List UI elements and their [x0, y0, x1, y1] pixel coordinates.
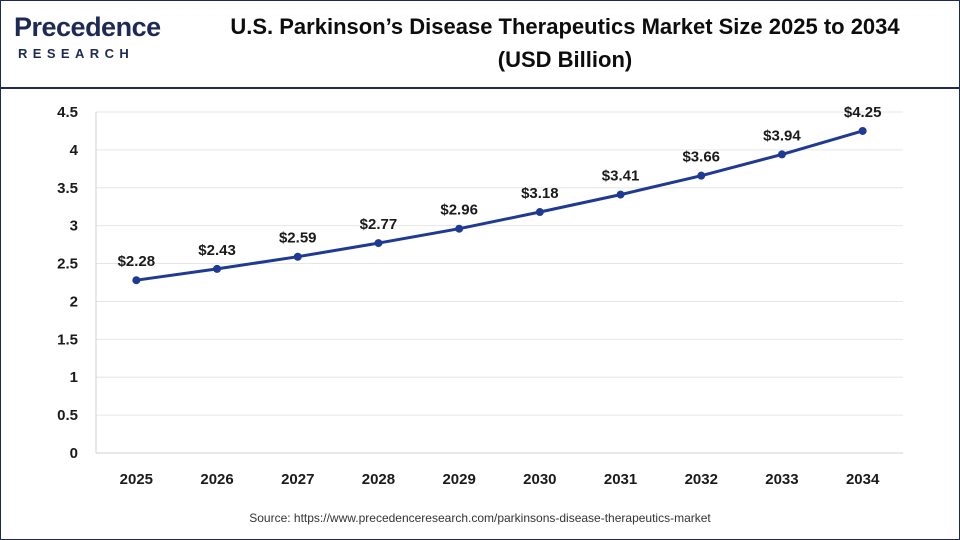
data-point — [374, 239, 383, 248]
x-tick-label: 2031 — [604, 471, 637, 488]
y-tick-labels: 0 0.5 1 1.5 2 2.5 3 3.5 4 4.5 — [57, 104, 79, 462]
data-point — [132, 276, 141, 285]
data-point — [697, 171, 706, 180]
brand-name-top: Precedence — [14, 12, 161, 42]
x-tick-label: 2026 — [200, 471, 233, 488]
x-tick-labels: 2025 2026 2027 2028 2029 2030 2031 2032 2033 2034 — [120, 471, 880, 488]
y-tick-label: 2.5 — [57, 256, 78, 273]
brand-name-bottom: RESEARCH — [18, 46, 135, 61]
y-tick-label: 1.5 — [57, 331, 78, 348]
y-tick-label: 0.5 — [57, 407, 78, 424]
y-tick-label: 3 — [70, 218, 78, 235]
source-note: Source: https://www.precedenceresearch.c… — [249, 511, 711, 525]
data-label: $3.41 — [602, 168, 640, 185]
y-tick-label: 0 — [70, 445, 78, 462]
data-point — [616, 190, 625, 199]
data-label: $3.94 — [763, 127, 801, 144]
x-tick-label: 2033 — [765, 471, 798, 488]
series-line — [136, 129, 864, 282]
x-tick-label: 2025 — [120, 471, 153, 488]
brand-logo: Precedence RESEARCH — [14, 12, 164, 72]
data-label: $2.59 — [279, 230, 317, 247]
data-point — [858, 126, 867, 135]
gridlines — [96, 111, 903, 416]
data-point — [213, 264, 222, 273]
data-point — [293, 252, 302, 261]
chart-title-line-2: (USD Billion) — [497, 47, 633, 72]
data-label: $3.18 — [521, 185, 559, 202]
series-line-path — [136, 129, 864, 282]
y-tick-label: 4.5 — [57, 104, 78, 121]
data-point — [455, 224, 464, 233]
x-tick-label: 2030 — [523, 471, 556, 488]
chart-title: U.S. Parkinson’s Disease Therapeutics Ma… — [180, 10, 950, 76]
x-tick-label: 2032 — [685, 471, 718, 488]
data-points — [132, 126, 867, 285]
chart-title-line-1: U.S. Parkinson’s Disease Therapeutics Ma… — [230, 14, 900, 39]
y-tick-label: 1 — [70, 369, 78, 386]
y-tick-label: 2 — [70, 293, 78, 310]
data-label: $2.28 — [118, 253, 156, 270]
x-tick-label: 2027 — [281, 471, 314, 488]
data-label: $2.77 — [360, 216, 398, 233]
x-tick-label: 2029 — [442, 471, 475, 488]
data-point — [777, 150, 786, 159]
data-label: $2.96 — [440, 202, 478, 219]
y-tick-label: 3.5 — [57, 180, 78, 197]
x-tick-label: 2028 — [362, 471, 395, 488]
x-tick-label: 2034 — [846, 471, 880, 488]
axes — [95, 112, 903, 454]
y-tick-label: 4 — [70, 142, 79, 159]
data-label: $2.43 — [198, 242, 236, 259]
data-labels: $2.28 $2.43 $2.59 $2.77 $2.96 $3.18 $3.41 $3.66… — [118, 104, 882, 270]
data-point — [535, 208, 544, 217]
data-label: $3.66 — [682, 149, 720, 166]
header: Precedence RESEARCH U.S. Parkinson’s Dis… — [0, 0, 960, 89]
data-label: $4.25 — [844, 104, 882, 121]
